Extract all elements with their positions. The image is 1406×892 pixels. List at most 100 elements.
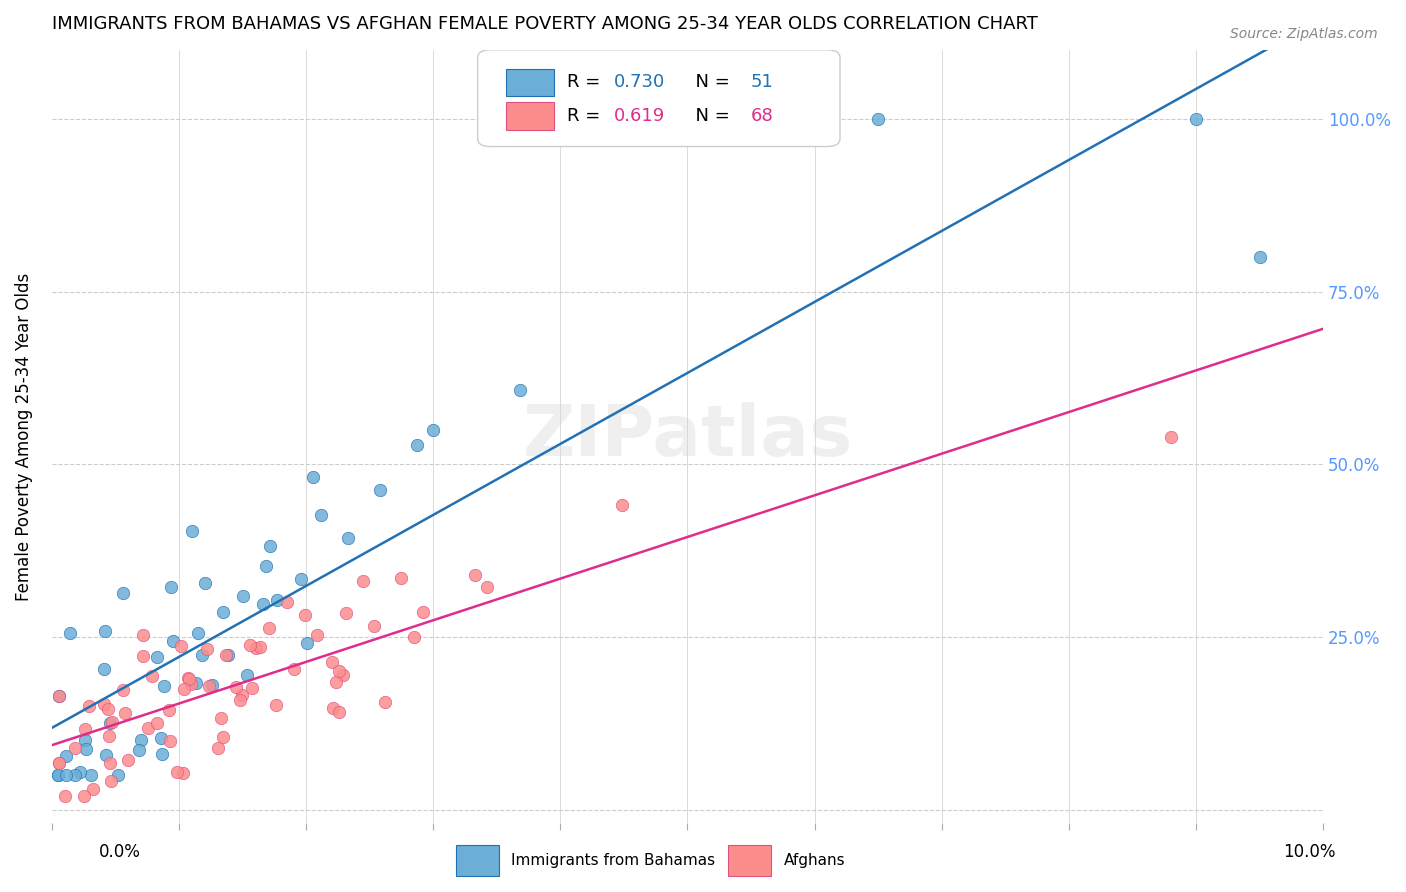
Point xyxy=(475,580,498,594)
Point xyxy=(75,742,97,756)
Point xyxy=(328,664,350,678)
Point xyxy=(132,649,155,664)
Point xyxy=(207,740,229,755)
Point xyxy=(211,606,233,620)
Point xyxy=(191,648,214,663)
Point xyxy=(217,648,239,662)
Point xyxy=(276,595,298,609)
Point xyxy=(48,756,70,771)
Text: N =: N = xyxy=(683,106,735,125)
Point xyxy=(232,590,254,604)
Point xyxy=(94,624,117,638)
Point xyxy=(297,636,319,650)
Text: N =: N = xyxy=(683,73,735,91)
Point xyxy=(100,716,122,731)
Point xyxy=(229,693,252,707)
Point xyxy=(332,668,354,682)
Text: 0.619: 0.619 xyxy=(613,106,665,125)
Point xyxy=(337,532,360,546)
Point xyxy=(55,768,77,782)
Point xyxy=(93,698,115,712)
Point xyxy=(55,749,77,764)
Point xyxy=(157,703,180,717)
Point xyxy=(402,630,425,644)
Point xyxy=(335,606,357,620)
Text: R =: R = xyxy=(567,106,606,125)
Point xyxy=(48,689,70,703)
Point xyxy=(100,773,122,788)
Point xyxy=(173,681,195,696)
Point xyxy=(321,655,343,669)
Point xyxy=(65,741,87,756)
Point xyxy=(128,742,150,756)
Point xyxy=(150,731,173,746)
Point xyxy=(257,621,280,635)
Point xyxy=(186,676,208,690)
Point xyxy=(254,559,277,574)
Point xyxy=(187,625,209,640)
Text: 10.0%: 10.0% xyxy=(1284,843,1336,861)
Point xyxy=(1185,112,1208,126)
Point xyxy=(325,674,347,689)
Point xyxy=(159,734,181,748)
Point xyxy=(363,618,385,632)
Point xyxy=(141,669,163,683)
Point xyxy=(252,597,274,611)
FancyBboxPatch shape xyxy=(506,70,554,96)
Text: IMMIGRANTS FROM BAHAMAS VS AFGHAN FEMALE POVERTY AMONG 25-34 YEAR OLDS CORRELATI: IMMIGRANTS FROM BAHAMAS VS AFGHAN FEMALE… xyxy=(52,15,1038,33)
Point xyxy=(46,768,69,782)
FancyBboxPatch shape xyxy=(456,846,499,876)
Point xyxy=(245,640,267,655)
Point xyxy=(1160,430,1182,444)
Point xyxy=(160,580,183,594)
Point xyxy=(195,642,218,657)
Point xyxy=(48,756,70,770)
Point xyxy=(201,678,224,692)
Point xyxy=(97,702,120,716)
Point xyxy=(166,764,188,779)
Text: R =: R = xyxy=(567,73,606,91)
Point xyxy=(236,668,259,682)
Point xyxy=(79,698,101,713)
Point xyxy=(96,748,118,763)
Point xyxy=(75,733,97,747)
Point xyxy=(93,662,115,676)
Point xyxy=(1249,250,1271,264)
Point xyxy=(422,423,444,437)
Text: Source: ZipAtlas.com: Source: ZipAtlas.com xyxy=(1230,27,1378,41)
Point xyxy=(322,701,344,715)
Point xyxy=(82,782,104,797)
Point xyxy=(352,574,374,588)
Point xyxy=(112,586,135,600)
Text: Immigrants from Bahamas: Immigrants from Bahamas xyxy=(512,854,716,868)
Point xyxy=(368,483,391,497)
FancyBboxPatch shape xyxy=(478,50,839,146)
Point xyxy=(464,568,486,582)
Point xyxy=(117,753,139,767)
Point xyxy=(79,768,101,782)
Point xyxy=(194,576,217,591)
Point xyxy=(231,688,253,702)
Point xyxy=(179,673,201,687)
Point xyxy=(283,662,305,676)
FancyBboxPatch shape xyxy=(728,846,770,876)
Text: Afghans: Afghans xyxy=(783,854,845,868)
Point xyxy=(259,539,281,553)
Point xyxy=(181,524,204,538)
Point xyxy=(328,705,350,719)
Point xyxy=(198,679,221,693)
Point xyxy=(107,768,129,782)
Point xyxy=(153,679,176,693)
Point xyxy=(264,698,287,712)
Point xyxy=(509,383,531,397)
Y-axis label: Female Poverty Among 25-34 Year Olds: Female Poverty Among 25-34 Year Olds xyxy=(15,273,32,601)
Point xyxy=(48,689,70,703)
Point xyxy=(97,729,120,743)
Text: 51: 51 xyxy=(751,73,773,91)
Point xyxy=(309,508,332,523)
Point xyxy=(214,648,236,662)
FancyBboxPatch shape xyxy=(506,103,554,129)
Text: 0.730: 0.730 xyxy=(613,73,665,91)
Point xyxy=(405,438,427,452)
Point xyxy=(129,732,152,747)
